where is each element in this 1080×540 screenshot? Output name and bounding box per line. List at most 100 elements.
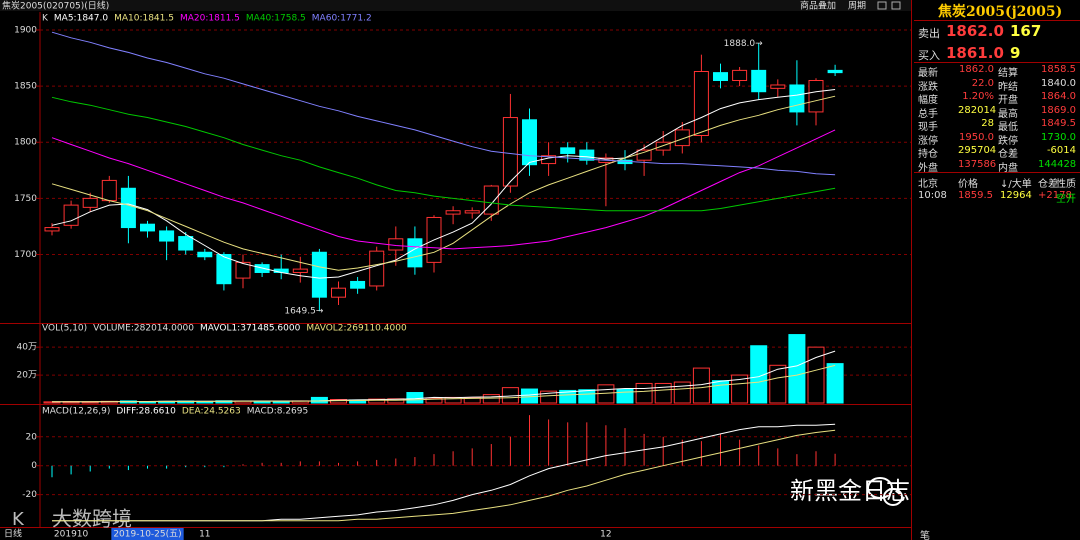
candle-body — [407, 238, 423, 268]
quote-volume: 167 — [1010, 22, 1042, 40]
quote-label: 内盘 — [998, 162, 1018, 174]
quote-label: 跌停 — [998, 135, 1018, 147]
quote-value: 22.0 — [971, 77, 994, 89]
tick-cell: +2178 — [1038, 190, 1072, 201]
volume-bar — [578, 389, 596, 404]
legend-entry: MA10:1841.5 — [114, 14, 174, 24]
ticks-header: ↓/大单 — [1000, 179, 1032, 190]
candle-body — [789, 84, 805, 113]
candle-body — [827, 69, 843, 74]
tick-cell: 10:08 — [918, 190, 947, 201]
series-line — [52, 364, 836, 403]
y-tick-label: 1800 — [14, 138, 37, 148]
ticks-header: 价格 — [958, 179, 978, 190]
volume-bar — [769, 364, 787, 404]
quote-label: 幅度 — [918, 95, 938, 106]
quote-label: 最低 — [998, 122, 1018, 133]
tick-cell: 12964 — [1000, 190, 1032, 201]
quote-label: 涨跌 — [918, 81, 938, 93]
volume-bar — [406, 392, 424, 404]
y-tick-label: 1700 — [14, 250, 37, 260]
candle-body — [674, 129, 690, 147]
watermark: 新黑金日志 — [790, 477, 910, 505]
quote-price: 1862.0 — [946, 22, 1004, 40]
quote-label: 总手 — [918, 108, 938, 120]
y-tick-label: 1750 — [14, 194, 37, 204]
series-line — [51, 96, 836, 212]
candle-body — [235, 261, 251, 279]
x-tick-label: 201910 — [54, 530, 89, 540]
side-label: 笔 — [920, 531, 930, 540]
legend-entry: MA60:1771.2 — [312, 14, 372, 24]
ticks-header: 仓差 — [1038, 179, 1058, 190]
legend-entry: MA40:1758.5 — [246, 14, 306, 24]
window-button[interactable] — [891, 1, 901, 10]
quote-value: 1840.0 — [1041, 77, 1076, 89]
candle-body — [483, 185, 499, 215]
quote-label: 现手 — [918, 122, 938, 133]
x-tick-label: 2019-10-25(五) — [113, 530, 181, 540]
candle-body — [331, 287, 346, 298]
candle-body — [159, 230, 175, 242]
legend-entry: MACD:8.2695 — [247, 407, 309, 417]
candle-body — [63, 204, 79, 226]
legend-entry: MAVOL2:269110.4000 — [306, 324, 407, 334]
candle-body — [273, 268, 289, 273]
candle-body — [178, 236, 194, 251]
candle-body — [770, 84, 786, 89]
volume-bar — [673, 381, 691, 404]
x-tick-label: 11 — [199, 530, 210, 540]
quote-label: 涨停 — [918, 135, 938, 147]
series-line — [51, 89, 836, 279]
ticks-header: 北京 — [918, 179, 938, 190]
quote-volume: 9 — [1010, 44, 1021, 62]
window-button[interactable] — [877, 1, 887, 10]
candle-body — [522, 119, 537, 166]
candle-body — [445, 210, 461, 215]
legend-entry: MAVOL1:371485.6000 — [200, 324, 301, 334]
quote-value: 1849.5 — [1041, 118, 1076, 129]
quote-value: -6014 — [1046, 145, 1076, 156]
volume-bar — [559, 389, 577, 404]
volume-bar — [540, 390, 558, 404]
legend-entry: VOLUME:282014.0000 — [93, 324, 194, 334]
candle-body — [216, 254, 232, 285]
svg-text:K: K — [12, 509, 25, 530]
quote-value: 144428 — [1038, 158, 1077, 170]
annotation: 1888.0→ — [724, 39, 763, 49]
candle-body — [82, 197, 98, 208]
volume-bar — [712, 380, 729, 404]
toolbar-button[interactable]: 商品叠加 — [800, 0, 836, 12]
toolbar-button[interactable]: 周期 — [848, 1, 866, 12]
quote-value: 1864.0 — [1041, 91, 1076, 102]
volume-bar — [635, 382, 653, 404]
candle-body — [560, 147, 576, 154]
volume-bar — [616, 388, 634, 404]
quote-label: 结算 — [998, 68, 1018, 79]
quote-value: 137586 — [958, 158, 997, 170]
tick-cell: 1859.5 — [958, 190, 993, 201]
chart: 焦炭2005(020705)(日线) 商品叠加 周期 日线 K 新黑金日志 大数… — [0, 0, 912, 540]
candle-body — [502, 117, 518, 187]
candle-body — [44, 227, 60, 232]
series-line — [51, 129, 836, 250]
series-line — [51, 31, 836, 176]
quote-label: 最高 — [998, 108, 1018, 120]
series-line — [52, 429, 836, 522]
candle-body — [311, 251, 327, 298]
quote-label: 外盘 — [918, 162, 938, 174]
title-bar — [0, 0, 912, 11]
series-line — [52, 423, 836, 522]
window-title: 焦炭2005(020705)(日线) — [2, 0, 109, 12]
legend-entry: MA20:1811.5 — [180, 14, 240, 24]
panel-title: K — [42, 14, 49, 24]
volume-bar — [731, 374, 749, 404]
candle-body — [101, 179, 117, 202]
volume-bar — [463, 397, 481, 404]
candle-body — [120, 187, 136, 229]
volume-bar — [654, 382, 672, 404]
y-tick-label: 20 — [26, 432, 38, 442]
quote-value: 1950.0 — [959, 131, 994, 143]
y-tick-label: -20 — [22, 490, 37, 500]
